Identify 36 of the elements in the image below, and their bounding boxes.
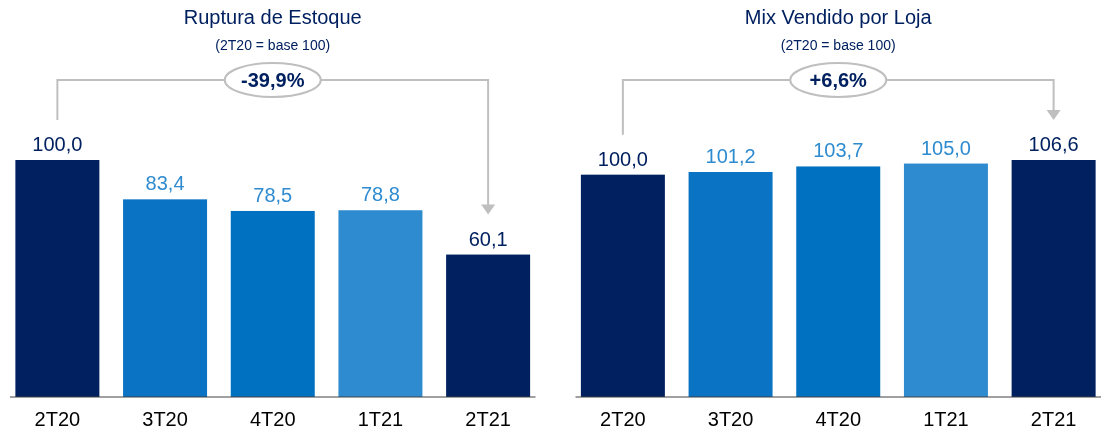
data-label: 100,0 [597,147,648,170]
data-label: 105,0 [920,136,971,159]
chart-subtitle: (2T20 = base 100) [215,37,331,53]
data-label: 60,1 [468,227,508,250]
bar [688,172,773,397]
x-tick-label: 2T21 [1030,408,1077,430]
data-label: 100,0 [32,133,83,155]
bar [580,174,665,397]
chart-title: Ruptura de Estoque [183,6,362,28]
data-label: 78,5 [253,183,293,206]
x-tick-label: 4T20 [249,408,296,430]
bar [903,163,988,397]
data-label: 101,2 [705,145,756,168]
bar [1011,160,1096,397]
x-tick-label: 3T20 [142,408,188,430]
bar [338,210,423,397]
x-tick-label: 2T20 [600,408,646,430]
x-tick-label: 1T21 [923,408,969,430]
data-label: 78,8 [360,183,400,206]
x-tick-label: 4T20 [815,408,862,430]
chart-subtitle: (2T20 = base 100) [780,37,896,53]
bar [796,166,881,397]
text: -39,9% [241,69,305,91]
x-tick-label: 2T21 [465,408,511,430]
data-label: 83,4 [145,172,185,195]
bar [123,199,208,397]
bar [446,254,531,397]
x-tick-label: 2T20 [34,408,81,430]
x-tick-label: 1T21 [357,408,404,430]
x-tick-label: 3T20 [707,408,754,430]
data-label: 103,7 [813,139,864,162]
data-label: 106,6 [1028,133,1079,155]
chart-title: Mix Vendido por Loja [744,6,933,28]
bar [230,210,315,397]
bar [15,160,100,397]
text: +6,6% [809,69,868,91]
